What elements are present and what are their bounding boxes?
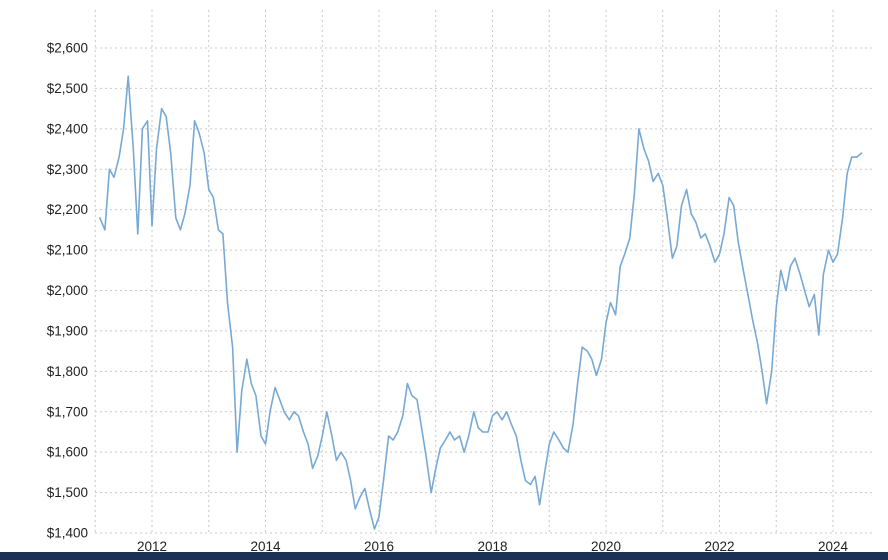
y-tick-label: $1,800 — [47, 364, 88, 379]
x-tick-label: 2020 — [591, 539, 621, 552]
y-tick-label: $2,000 — [47, 283, 88, 298]
price-series — [99, 75, 863, 530]
x-tick-label: 2024 — [818, 539, 849, 552]
gridlines — [94, 10, 872, 534]
y-tick-label: $1,400 — [47, 526, 88, 541]
y-tick-label: $1,900 — [47, 323, 88, 338]
y-tick-label: $2,200 — [47, 202, 88, 217]
y-axis-labels: $2,600 $2,500 $2,400 $2,300 $2,200 $2,100 $2,0… — [47, 41, 88, 541]
y-tick-label: $2,500 — [47, 81, 88, 96]
y-tick-label: $2,300 — [47, 162, 88, 177]
y-tick-label: $1,500 — [47, 485, 88, 500]
x-tick-label: 2016 — [364, 539, 394, 552]
y-tick-label: $2,400 — [47, 121, 88, 136]
x-axis-labels: 2012 2014 2016 2018 2020 2022 2024 — [137, 539, 849, 552]
y-tick-label: $1,600 — [47, 445, 88, 460]
y-tick-label: $2,600 — [47, 41, 88, 56]
x-tick-label: 2018 — [477, 539, 507, 552]
x-tick-label: 2012 — [137, 539, 167, 552]
price-line — [99, 75, 863, 530]
x-tick-label: 2022 — [704, 539, 734, 552]
footer-bar — [0, 552, 888, 560]
y-tick-label: $1,700 — [47, 404, 88, 419]
y-tick-label: $2,100 — [47, 243, 88, 258]
x-tick-label: 2014 — [250, 539, 281, 552]
